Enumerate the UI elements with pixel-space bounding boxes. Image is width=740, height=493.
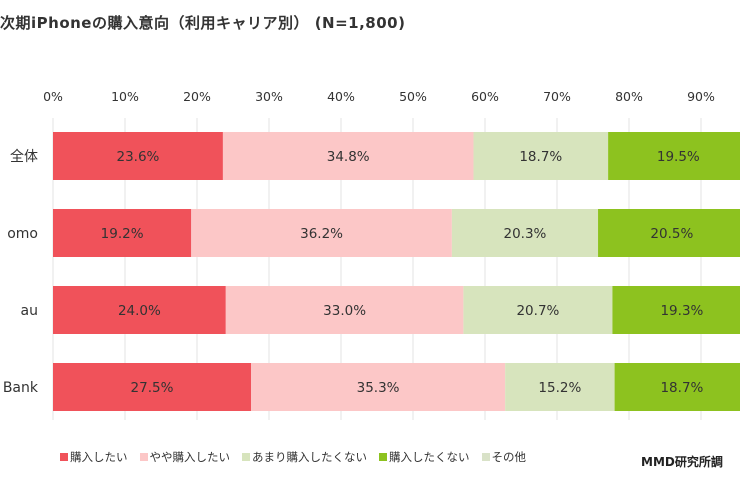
data-label: 24.0%	[118, 303, 161, 319]
data-label: 23.6%	[117, 149, 160, 165]
x-tick-label: 10%	[111, 89, 139, 104]
data-label: 27.5%	[131, 380, 174, 396]
legend-label: その他	[491, 450, 527, 464]
legend-swatch	[60, 453, 68, 461]
x-tick-label: 60%	[471, 89, 499, 104]
bar-segment	[505, 363, 615, 411]
data-label: 34.8%	[327, 149, 370, 165]
legend-label: 購入したくない	[389, 450, 470, 464]
bar-segment	[463, 286, 613, 334]
data-label: 18.7%	[519, 149, 562, 165]
category-label: Bank	[3, 380, 39, 396]
data-label: 35.3%	[357, 380, 400, 396]
x-tick-label: 80%	[615, 89, 643, 104]
legend-swatch	[379, 453, 387, 461]
x-tick-label: 0%	[43, 89, 63, 104]
bar-segment	[53, 209, 192, 257]
category-label: omo	[7, 226, 38, 242]
legend-swatch	[481, 453, 490, 461]
category-label: 全体	[10, 148, 38, 165]
legend-item: あまり購入したくない	[242, 449, 367, 465]
data-label: 33.0%	[323, 303, 366, 319]
data-label: 15.2%	[538, 380, 581, 396]
legend-swatch	[242, 453, 250, 461]
legend: 購入したい やや購入したい あまり購入したくない 購入したくない その他	[60, 449, 526, 465]
x-tick-label: 30%	[255, 89, 283, 104]
legend-item: その他	[481, 449, 527, 465]
legend-item: 購入したい	[60, 449, 128, 465]
x-tick-label: 70%	[543, 89, 571, 104]
stacked-bar-chart: 0% 10% 20% 30% 40% 50% 60% 70% 80% 90% 全体 omo au Bank…	[3, 89, 740, 420]
bar-segment	[191, 209, 452, 257]
bar-segment	[53, 132, 223, 180]
data-label: 19.3%	[660, 303, 703, 319]
data-label: 19.5%	[657, 149, 700, 165]
x-tick-label: 40%	[327, 89, 355, 104]
x-tick-label: 90%	[687, 89, 715, 104]
bar-segment	[612, 286, 740, 334]
data-label: 36.2%	[300, 226, 343, 242]
bar-segment	[608, 132, 740, 180]
bar-segment	[451, 209, 599, 257]
legend-label: 購入したい	[70, 450, 128, 464]
bar-segment	[251, 363, 506, 411]
data-label: 18.7%	[660, 380, 703, 396]
bar-segment	[225, 286, 464, 334]
x-tick-label: 20%	[183, 89, 211, 104]
data-label: 20.5%	[650, 226, 693, 242]
bar-segment	[614, 363, 740, 411]
legend-label: あまり購入したくない	[252, 450, 367, 464]
chart-title: 次期iPhoneの購入意向（利用キャリア別） (N=1,800)	[0, 14, 406, 32]
bar-segment	[53, 363, 251, 411]
data-label: 20.7%	[516, 303, 559, 319]
legend-swatch	[139, 453, 148, 461]
bar-segment	[222, 132, 474, 180]
source-credit: MMD研究所調	[641, 455, 723, 469]
bar-segment	[598, 209, 740, 257]
data-label: 20.3%	[504, 226, 547, 242]
category-label: au	[21, 303, 38, 319]
bar-segment	[53, 286, 226, 334]
bar-segment	[473, 132, 609, 180]
legend-label: やや購入したい	[149, 450, 231, 464]
legend-item: やや購入したい	[139, 449, 231, 465]
legend-item: 購入したくない	[379, 449, 470, 465]
x-tick-label: 50%	[399, 89, 427, 104]
data-label: 19.2%	[101, 226, 144, 242]
